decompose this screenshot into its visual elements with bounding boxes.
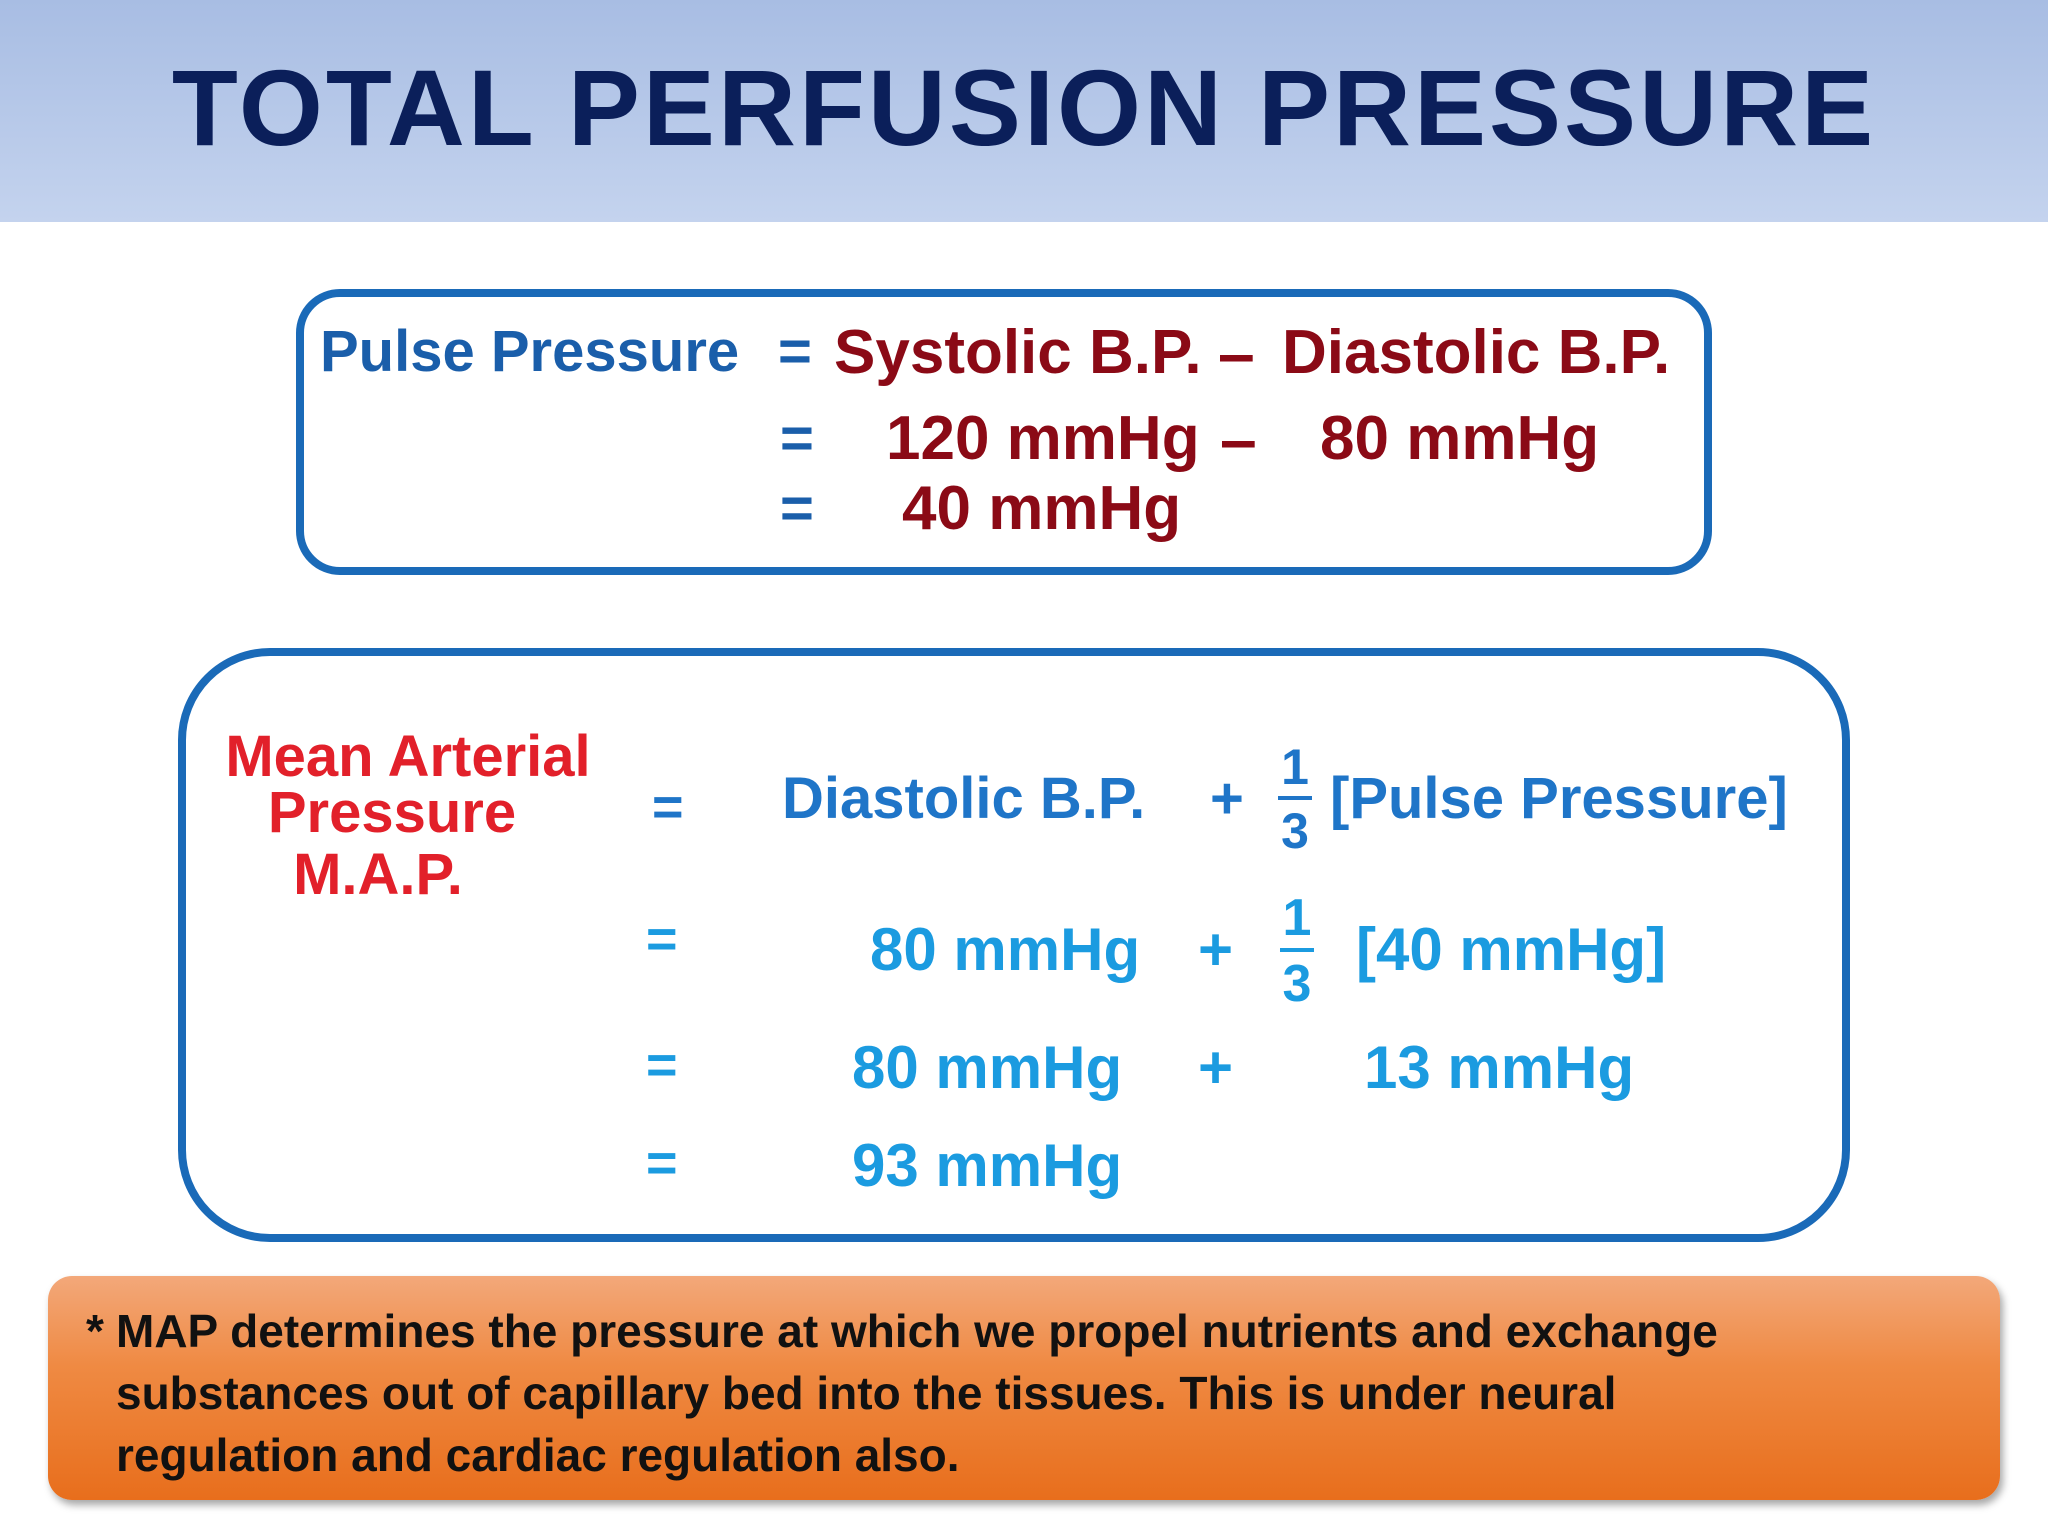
one-third-fraction: 1 3 [1280, 892, 1314, 1010]
fraction-denominator: 3 [1281, 803, 1309, 859]
pulse-equals-3: = [780, 476, 814, 541]
pulse-pressure-box [296, 289, 1712, 575]
map-equals-1: = [652, 777, 684, 837]
one-third-fraction: 1 3 [1278, 742, 1312, 856]
asterisk: * [86, 1305, 104, 1357]
fraction-denominator: 3 [1282, 955, 1312, 1013]
map-pulse-pressure-value: [40 mmHg] [1356, 916, 1667, 983]
map-equals-4: = [646, 1133, 678, 1193]
pulse-pressure-label: Pulse Pressure [320, 319, 740, 384]
map-plus-1: + [1210, 766, 1244, 831]
mean-arterial-pressure-box [178, 648, 1850, 1242]
map-result: 93 mmHg [852, 1132, 1123, 1199]
map-pulse-pressure-term: [Pulse Pressure] [1330, 766, 1788, 831]
systolic-bp-term: Systolic B.P. [834, 318, 1202, 387]
map-equals-3: = [646, 1035, 678, 1095]
systolic-value: 120 mmHg [886, 404, 1200, 473]
callout-text: * MAP determines the pressure at which w… [86, 1300, 1966, 1486]
callout-line-3: regulation and cardiac regulation also. [116, 1429, 960, 1481]
fraction-bar [1280, 948, 1314, 952]
map-plus-3: + [1198, 1034, 1234, 1101]
pulse-equals-2: = [780, 406, 814, 471]
callout-line-2: substances out of capillary bed into the… [116, 1367, 1617, 1419]
slide-title: TOTAL PERFUSION PRESSURE [171, 47, 1877, 168]
pulse-minus-2: – [1220, 402, 1257, 476]
fraction-numerator: 1 [1281, 739, 1309, 795]
map-explanation-callout: * MAP determines the pressure at which w… [48, 1276, 2000, 1500]
map-third-pulse-value: 13 mmHg [1364, 1034, 1635, 1101]
title-banner: TOTAL PERFUSION PRESSURE [0, 0, 2048, 222]
callout-line-1: MAP determines the pressure at which we … [116, 1305, 1718, 1357]
map-label-line-3: M.A.P. [293, 842, 463, 907]
diastolic-value: 80 mmHg [1320, 404, 1600, 473]
fraction-numerator: 1 [1282, 889, 1312, 947]
map-plus-2: + [1198, 916, 1234, 983]
map-diastolic-value-2: 80 mmHg [852, 1034, 1123, 1101]
pulse-minus-1: – [1218, 316, 1255, 390]
map-label-line-1: Mean Arterial [225, 724, 591, 789]
map-diastolic-value: 80 mmHg [870, 916, 1141, 983]
map-label-line-2: Pressure [267, 780, 517, 845]
pulse-equals-1: = [778, 319, 812, 384]
diastolic-bp-term: Diastolic B.P. [1282, 318, 1671, 387]
fraction-bar [1278, 796, 1312, 800]
map-equals-2: = [646, 909, 678, 969]
pulse-pressure-result: 40 mmHg [902, 474, 1182, 543]
map-diastolic-term: Diastolic B.P. [782, 766, 1146, 831]
